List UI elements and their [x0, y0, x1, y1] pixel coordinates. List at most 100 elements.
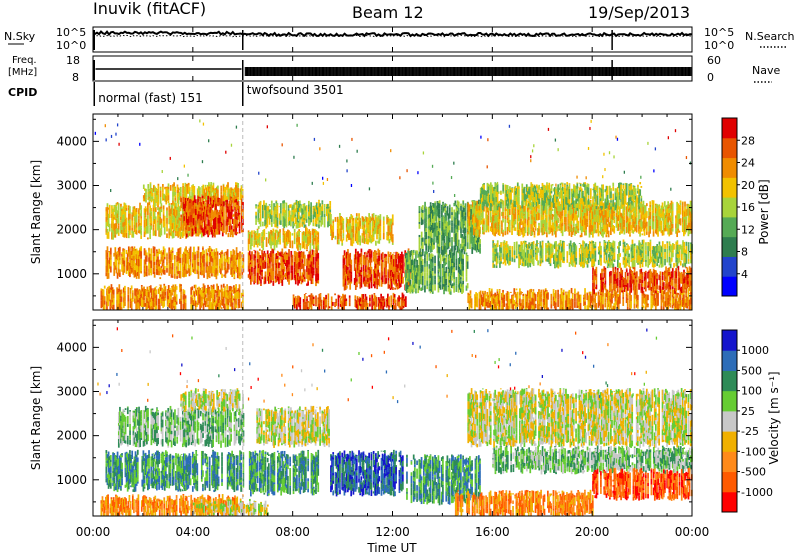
- heatmap-cell-band-6: [261, 236, 263, 244]
- heatmap-cell-band-3: [220, 187, 223, 192]
- heatmap-cell-band-7: [296, 201, 299, 204]
- heatmap-cell-band-5: [283, 274, 286, 277]
- heatmap-cell-band-11: [406, 282, 408, 285]
- heatmap-cell-band-0: [195, 302, 198, 305]
- heatmap-cell-band-2: [106, 203, 109, 207]
- heatmap-cell-band-2: [115, 202, 118, 205]
- heatmap-cell-band-6: [265, 237, 268, 242]
- heatmap-cell-band-4: [193, 202, 196, 209]
- heatmap-cell-band-9: [395, 258, 398, 264]
- heatmap-cell-band-8: [292, 302, 295, 307]
- heatmap-cell-band-3: [147, 191, 150, 195]
- heatmap-cell-band-1: [242, 262, 245, 269]
- heatmap-cell-band-0: [207, 284, 209, 292]
- heatmap-cell-band-0: [238, 292, 241, 299]
- heatmap-cell-band-4: [238, 212, 241, 215]
- heatmap-cell-band-8: [325, 294, 327, 300]
- heatmap-cell-band-4: [228, 211, 231, 219]
- heatmap-cell-band-8: [324, 305, 326, 310]
- heatmap-cell-band-4: [197, 223, 199, 226]
- heatmap-cell-band-3: [174, 186, 177, 188]
- heatmap-cell-band-7: [299, 207, 301, 212]
- heatmap-cell-band-7: [312, 219, 315, 223]
- heatmap-cell-band-4: [182, 216, 185, 220]
- heatmap-cell-band-4: [209, 228, 212, 232]
- heatmap-cell-band-2: [170, 214, 173, 216]
- heatmap-cell-band-4: [233, 219, 235, 226]
- heatmap-cell-band-3: [144, 193, 146, 195]
- heatmap-cell-band-5: [317, 265, 320, 274]
- heatmap-cell-band-3: [155, 196, 157, 203]
- heatmap-cell-band-0: [160, 294, 162, 297]
- heatmap-cell-band-8: [305, 301, 307, 305]
- heatmap-cell-band-0: [135, 301, 138, 307]
- heatmap-cell-band-4: [220, 227, 223, 232]
- heatmap-cell-band-5: [283, 266, 286, 272]
- heatmap-cell-band-2: [105, 207, 108, 209]
- heatmap-cell-band-3: [199, 190, 201, 199]
- heatmap-cell-band-11: [453, 251, 455, 256]
- heatmap-cell-band-2: [125, 207, 128, 211]
- heatmap-cell-band-6: [314, 237, 316, 242]
- heatmap-cell-band-0: [208, 288, 211, 296]
- heatmap-cell-band-7: [274, 211, 277, 214]
- heatmap-cell-band-5: [257, 268, 260, 273]
- heatmap-cell-band-5: [276, 258, 279, 266]
- heatmap-cell-band-0: [212, 303, 215, 310]
- nave-tick-bottom: 0: [707, 71, 714, 84]
- heatmap-cell-band-6: [247, 244, 250, 251]
- heatmap-cell-band-8: [339, 303, 342, 307]
- heatmap-cell-band-2: [129, 208, 131, 212]
- heatmap-cell-band-1: [233, 250, 236, 255]
- heatmap-cell-band-1: [232, 256, 235, 261]
- heatmap-cell-band-5: [256, 269, 259, 273]
- heatmap-cell-band-2: [115, 204, 118, 207]
- heatmap-cell-band-7: [270, 203, 273, 211]
- heatmap-cell-band-12: [448, 237, 451, 240]
- heatmap-cell-band-4: [197, 198, 199, 205]
- heatmap-cell-band-11: [431, 267, 434, 271]
- heatmap-cell-band-4: [198, 201, 201, 208]
- heatmap-cell-band-1: [107, 272, 110, 279]
- heatmap-cell-band-3: [206, 185, 209, 191]
- heatmap-cell-band-0: [106, 288, 108, 291]
- heatmap-cell-band-11: [424, 263, 426, 267]
- heatmap-cell-band-5: [260, 258, 262, 266]
- nsearch-label: N.Search: [745, 30, 795, 43]
- heatmap-cell-band-4: [225, 202, 227, 208]
- heatmap-cell-band-7: [273, 218, 275, 222]
- heatmap-cell-band-6: [282, 235, 285, 238]
- heatmap-cell-band-0: [226, 292, 228, 298]
- heatmap-cell-band-0: [154, 304, 157, 310]
- heatmap-cell-band-8: [294, 305, 297, 309]
- heatmap-cell-band-12: [418, 237, 421, 245]
- heatmap-cell-band-1: [207, 272, 210, 278]
- heatmap-cell-band-2: [158, 218, 160, 226]
- heatmap-cell-band-6: [255, 232, 258, 236]
- heatmap-cell-band-2: [170, 225, 173, 232]
- heatmap-cell-band-7: [273, 215, 275, 219]
- heatmap-cell-band-11: [407, 250, 409, 252]
- heatmap-cell-band-2: [153, 218, 156, 224]
- heatmap-cell-band-1: [135, 254, 138, 259]
- heatmap-cell-band-7: [294, 202, 297, 205]
- heatmap-cell-band-1: [205, 269, 208, 273]
- heatmap-cell-band-7: [314, 211, 317, 218]
- heatmap-cell-band-0: [220, 290, 223, 298]
- heatmap-cell-band-3: [202, 191, 205, 194]
- heatmap-cell-band-4: [191, 231, 194, 237]
- heatmap-cell-band-5: [262, 253, 265, 256]
- heatmap-cell-band-6: [282, 228, 285, 233]
- heatmap-cell-band-8: [401, 292, 404, 301]
- heatmap-cell-band-9: [402, 255, 404, 264]
- heatmap-cell-band-0: [163, 300, 166, 307]
- freq-tick-top: 18: [66, 54, 80, 67]
- heatmap-cell-band-1: [197, 261, 200, 266]
- heatmap-cell-band-0: [235, 290, 237, 293]
- heatmap-cell-band-0: [135, 289, 138, 297]
- heatmap-cell-band-3: [227, 187, 229, 193]
- heatmap-cell-band-6: [256, 232, 259, 236]
- heatmap-cell-band-8: [380, 301, 382, 309]
- heatmap-cell-band-2: [147, 207, 149, 216]
- heatmap-cell-band-0: [139, 290, 142, 293]
